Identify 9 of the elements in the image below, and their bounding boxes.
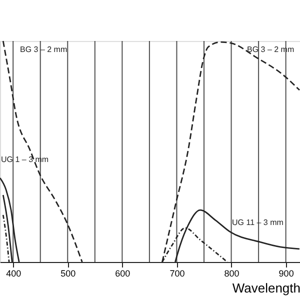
x-tick-label: 600 [115, 268, 130, 278]
x-tick-label: 900 [278, 268, 294, 278]
x-tick-label: 800 [224, 268, 240, 278]
annotation: BG 3 – 2 mm [20, 45, 68, 54]
x-tick-label: 500 [60, 268, 76, 278]
x-tick-label: 700 [170, 268, 185, 278]
x-tick-label: 400 [6, 268, 22, 278]
x-axis-title: Wavelength [232, 280, 300, 296]
annotation: UG 11 – 3 mm [232, 218, 284, 227]
